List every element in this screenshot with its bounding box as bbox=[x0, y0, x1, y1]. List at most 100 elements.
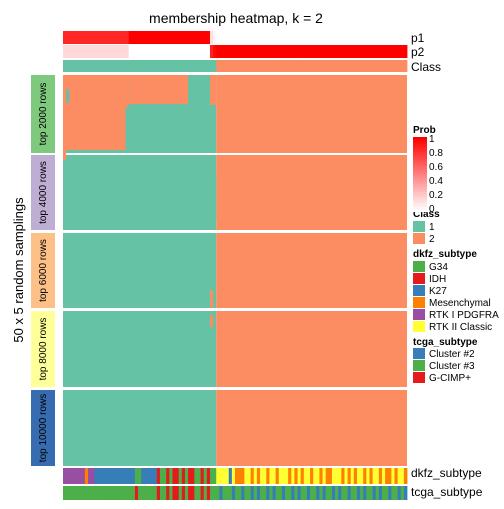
legend-tcga-label: Cluster #2 bbox=[429, 349, 475, 360]
p1-cell bbox=[141, 31, 145, 44]
p1-cell bbox=[172, 31, 176, 44]
p2-cell bbox=[172, 45, 176, 58]
p1-cell bbox=[285, 31, 289, 44]
tcga-subtype-cell bbox=[191, 486, 195, 500]
p2-cell bbox=[231, 45, 236, 58]
legend-dkfz-swatch bbox=[413, 261, 425, 272]
annotation-label-class: Class bbox=[411, 60, 441, 74]
class-cell bbox=[194, 60, 198, 72]
class-cell bbox=[81, 60, 86, 72]
class-cell bbox=[178, 60, 183, 72]
p1-cell bbox=[344, 31, 348, 44]
p1-cell bbox=[63, 31, 67, 44]
dkfz-subtype-cell bbox=[197, 468, 201, 484]
tcga-subtype-cell bbox=[69, 486, 73, 500]
tcga-subtype-cell bbox=[141, 486, 145, 500]
class-cell bbox=[310, 60, 314, 72]
p1-cell bbox=[388, 31, 392, 44]
class-cell bbox=[394, 60, 399, 72]
dkfz-subtype-cell bbox=[222, 468, 227, 484]
dkfz-subtype-cell bbox=[303, 468, 308, 484]
class-cell bbox=[369, 60, 373, 72]
dkfz-subtype-cell bbox=[131, 468, 136, 484]
p2-cell bbox=[322, 45, 327, 58]
legend-dkfz-label: Mesenchymal bbox=[429, 298, 491, 309]
p1-cell bbox=[78, 31, 83, 44]
class-cell bbox=[322, 60, 327, 72]
tcga-subtype-cell bbox=[75, 486, 80, 500]
membership-cell-class-2 bbox=[209, 290, 214, 308]
tcga-subtype-cell bbox=[360, 486, 364, 500]
dkfz-subtype-cell bbox=[341, 468, 345, 484]
p1-cell bbox=[341, 31, 345, 44]
dkfz-subtype-cell bbox=[294, 468, 298, 484]
class-cell bbox=[84, 60, 89, 72]
p2-cell bbox=[278, 45, 283, 58]
class-cell bbox=[88, 60, 92, 72]
tcga-subtype-cell bbox=[272, 486, 277, 500]
p2-cell bbox=[150, 45, 155, 58]
tcga-subtype-cell bbox=[269, 486, 273, 500]
p2-cell bbox=[72, 45, 76, 58]
p2-cell bbox=[122, 45, 126, 58]
tcga-subtype-cell bbox=[231, 486, 236, 500]
dkfz-subtype-cell bbox=[363, 468, 367, 484]
tcga-subtype-cell bbox=[103, 486, 108, 500]
class-cell bbox=[269, 60, 273, 72]
membership-cell-class-2 bbox=[63, 150, 67, 160]
dkfz-subtype-cell bbox=[66, 468, 70, 484]
p2-cell bbox=[394, 45, 399, 58]
dkfz-subtype-cell bbox=[350, 468, 355, 484]
group-label-bar bbox=[31, 233, 55, 308]
dkfz-subtype-cell bbox=[250, 468, 255, 484]
dkfz-subtype-cell bbox=[260, 468, 264, 484]
class-cell bbox=[63, 60, 67, 72]
dkfz-subtype-cell bbox=[216, 468, 220, 484]
p2-cell bbox=[97, 45, 101, 58]
legend-tcga-label: G-CIMP+ bbox=[429, 373, 471, 384]
p2-cell bbox=[247, 45, 252, 58]
p1-cell bbox=[166, 31, 170, 44]
class-cell bbox=[303, 60, 308, 72]
dkfz-subtype-cell bbox=[235, 468, 239, 484]
p2-cell bbox=[81, 45, 86, 58]
p2-cell bbox=[281, 45, 286, 58]
tcga-subtype-cell bbox=[244, 486, 248, 500]
tcga-subtype-cell bbox=[91, 486, 95, 500]
p1-cell bbox=[303, 31, 308, 44]
tcga-subtype-cell bbox=[166, 486, 170, 500]
class-cell bbox=[353, 60, 358, 72]
p2-cell bbox=[206, 45, 211, 58]
dkfz-subtype-cell bbox=[69, 468, 73, 484]
dkfz-subtype-cell bbox=[134, 468, 139, 484]
p2-cell bbox=[313, 45, 317, 58]
class-cell bbox=[294, 60, 298, 72]
p2-cell bbox=[175, 45, 180, 58]
legend-class-label: 2 bbox=[429, 234, 435, 245]
p2-cell bbox=[250, 45, 255, 58]
p1-cell bbox=[391, 31, 395, 44]
dkfz-subtype-cell bbox=[281, 468, 286, 484]
dkfz-subtype-cell bbox=[397, 468, 402, 484]
p2-cell bbox=[166, 45, 170, 58]
tcga-subtype-cell bbox=[397, 486, 402, 500]
p1-cell bbox=[238, 31, 242, 44]
class-cell bbox=[375, 60, 380, 72]
p1-cell bbox=[306, 31, 311, 44]
legend-prob-gradient-step bbox=[413, 172, 427, 175]
p2-cell bbox=[335, 45, 339, 58]
tcga-subtype-cell bbox=[263, 486, 267, 500]
tcga-subtype-cell bbox=[335, 486, 339, 500]
p1-cell bbox=[197, 31, 201, 44]
legend-prob-gradient-step bbox=[413, 189, 427, 193]
class-cell bbox=[188, 60, 192, 72]
class-cell bbox=[191, 60, 195, 72]
p1-cell bbox=[313, 31, 317, 44]
class-cell bbox=[278, 60, 283, 72]
p2-cell bbox=[197, 45, 201, 58]
dkfz-subtype-cell bbox=[238, 468, 242, 484]
dkfz-subtype-cell bbox=[122, 468, 126, 484]
dkfz-subtype-cell bbox=[388, 468, 392, 484]
p2-cell bbox=[260, 45, 264, 58]
dkfz-subtype-cell bbox=[228, 468, 233, 484]
